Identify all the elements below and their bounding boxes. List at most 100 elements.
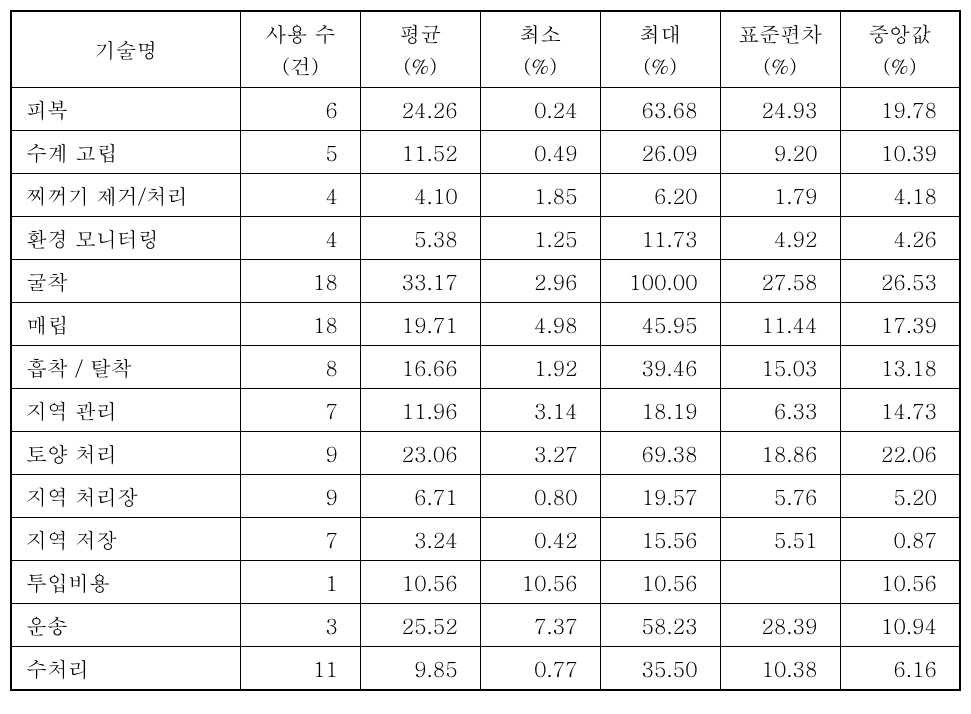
table-row: 토양 처리 9 23.06 3.27 69.38 18.86 22.06 [11, 432, 960, 475]
cell-name: 수계 고립 [11, 131, 241, 174]
cell-max: 19.57 [600, 475, 720, 518]
cell-avg: 23.06 [360, 432, 480, 475]
cell-std: 6.33 [720, 389, 840, 432]
cell-avg: 5.38 [360, 217, 480, 260]
table-row: 피복 6 24.26 0.24 63.68 24.93 19.78 [11, 88, 960, 131]
cell-max: 15.56 [600, 518, 720, 561]
cell-std: 10.38 [720, 647, 840, 691]
cell-median: 13.18 [840, 346, 960, 389]
cell-avg: 16.66 [360, 346, 480, 389]
cell-min: 0.49 [480, 131, 600, 174]
cell-max: 18.19 [600, 389, 720, 432]
table-row: 환경 모니터링 4 5.38 1.25 11.73 4.92 4.26 [11, 217, 960, 260]
cell-count: 6 [241, 88, 361, 131]
cell-median: 22.06 [840, 432, 960, 475]
cell-avg: 6.71 [360, 475, 480, 518]
cell-avg: 25.52 [360, 604, 480, 647]
cell-max: 6.20 [600, 174, 720, 217]
cell-min: 7.37 [480, 604, 600, 647]
cell-std: 18.86 [720, 432, 840, 475]
cell-min: 0.42 [480, 518, 600, 561]
cell-name: 토양 처리 [11, 432, 241, 475]
table-row: 찌꺼기 제거/처리 4 4.10 1.85 6.20 1.79 4.18 [11, 174, 960, 217]
cell-avg: 33.17 [360, 260, 480, 303]
cell-std: 9.20 [720, 131, 840, 174]
cell-min: 0.77 [480, 647, 600, 691]
cell-name: 피복 [11, 88, 241, 131]
cell-median: 10.39 [840, 131, 960, 174]
cell-count: 3 [241, 604, 361, 647]
cell-count: 7 [241, 518, 361, 561]
cell-count: 4 [241, 174, 361, 217]
cell-std: 5.51 [720, 518, 840, 561]
table-header-row: 기술명 사용 수 (건) 평균 (%) 최소 (%) 최대 (%) [11, 11, 960, 88]
header-usage-count: 사용 수 (건) [241, 11, 361, 88]
cell-avg: 3.24 [360, 518, 480, 561]
cell-max: 26.09 [600, 131, 720, 174]
cell-min: 10.56 [480, 561, 600, 604]
header-minimum: 최소 (%) [480, 11, 600, 88]
cell-std: 24.93 [720, 88, 840, 131]
cell-name: 흡착 / 탈착 [11, 346, 241, 389]
header-std-dev: 표준편차 (%) [720, 11, 840, 88]
cell-max: 45.95 [600, 303, 720, 346]
table-row: 흡착 / 탈착 8 16.66 1.92 39.46 15.03 13.18 [11, 346, 960, 389]
table-body: 피복 6 24.26 0.24 63.68 24.93 19.78 수계 고립 … [11, 88, 960, 691]
cell-max: 58.23 [600, 604, 720, 647]
cell-name: 매립 [11, 303, 241, 346]
cell-count: 9 [241, 432, 361, 475]
cell-count: 4 [241, 217, 361, 260]
cell-median: 4.18 [840, 174, 960, 217]
cell-median: 0.87 [840, 518, 960, 561]
cell-avg: 19.71 [360, 303, 480, 346]
cell-max: 35.50 [600, 647, 720, 691]
cell-median: 5.20 [840, 475, 960, 518]
cell-name: 투입비용 [11, 561, 241, 604]
cell-name: 환경 모니터링 [11, 217, 241, 260]
cell-count: 18 [241, 260, 361, 303]
table-row: 지역 저장 7 3.24 0.42 15.56 5.51 0.87 [11, 518, 960, 561]
cell-median: 10.94 [840, 604, 960, 647]
cell-avg: 24.26 [360, 88, 480, 131]
header-average: 평균 (%) [360, 11, 480, 88]
cell-avg: 4.10 [360, 174, 480, 217]
cell-count: 1 [241, 561, 361, 604]
cell-min: 3.14 [480, 389, 600, 432]
cell-std: 4.92 [720, 217, 840, 260]
cell-max: 63.68 [600, 88, 720, 131]
cell-max: 69.38 [600, 432, 720, 475]
cell-median: 10.56 [840, 561, 960, 604]
cell-std: 28.39 [720, 604, 840, 647]
cell-std: 27.58 [720, 260, 840, 303]
header-median: 중앙값 (%) [840, 11, 960, 88]
cell-name: 운송 [11, 604, 241, 647]
cell-max: 39.46 [600, 346, 720, 389]
header-technology-name: 기술명 [11, 11, 241, 88]
cell-name: 굴착 [11, 260, 241, 303]
cell-max: 100.00 [600, 260, 720, 303]
cell-min: 0.24 [480, 88, 600, 131]
statistics-table-container: 기술명 사용 수 (건) 평균 (%) 최소 (%) 최대 (%) [10, 10, 961, 691]
cell-min: 1.85 [480, 174, 600, 217]
table-row: 매립 18 19.71 4.98 45.95 11.44 17.39 [11, 303, 960, 346]
cell-count: 18 [241, 303, 361, 346]
cell-avg: 11.52 [360, 131, 480, 174]
table-row: 지역 처리장 9 6.71 0.80 19.57 5.76 5.20 [11, 475, 960, 518]
table-row: 운송 3 25.52 7.37 58.23 28.39 10.94 [11, 604, 960, 647]
cell-count: 8 [241, 346, 361, 389]
table-row: 굴착 18 33.17 2.96 100.00 27.58 26.53 [11, 260, 960, 303]
table-row: 수처리 11 9.85 0.77 35.50 10.38 6.16 [11, 647, 960, 691]
cell-name: 지역 관리 [11, 389, 241, 432]
table-row: 투입비용 1 10.56 10.56 10.56 10.56 [11, 561, 960, 604]
cell-name: 지역 저장 [11, 518, 241, 561]
statistics-table: 기술명 사용 수 (건) 평균 (%) 최소 (%) 최대 (%) [10, 10, 961, 691]
cell-std [720, 561, 840, 604]
cell-min: 4.98 [480, 303, 600, 346]
cell-max: 11.73 [600, 217, 720, 260]
cell-name: 찌꺼기 제거/처리 [11, 174, 241, 217]
cell-std: 15.03 [720, 346, 840, 389]
cell-min: 2.96 [480, 260, 600, 303]
cell-name: 수처리 [11, 647, 241, 691]
table-row: 지역 관리 7 11.96 3.14 18.19 6.33 14.73 [11, 389, 960, 432]
cell-median: 26.53 [840, 260, 960, 303]
